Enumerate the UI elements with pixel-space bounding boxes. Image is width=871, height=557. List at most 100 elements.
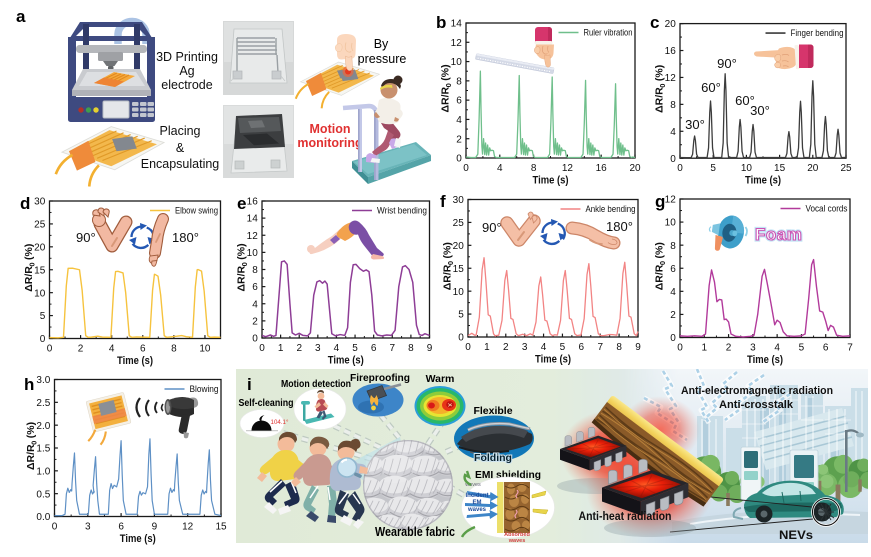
svg-text:ΔR/R: ΔR/R	[654, 264, 666, 290]
svg-text:2.0: 2.0	[36, 421, 50, 432]
svg-text:0: 0	[465, 342, 471, 353]
svg-text:2: 2	[456, 134, 462, 145]
svg-text:1: 1	[702, 342, 708, 353]
svg-text:Fireproofing: Fireproofing	[350, 372, 410, 384]
svg-text:ΔR/R: ΔR/R	[654, 87, 666, 113]
svg-text:8: 8	[252, 265, 258, 276]
svg-text:9: 9	[635, 342, 641, 353]
svg-text:Warm: Warm	[426, 373, 455, 385]
svg-text:3: 3	[315, 343, 321, 354]
svg-text:7: 7	[597, 342, 603, 353]
svg-text:EM: EM	[473, 500, 482, 506]
svg-text:10: 10	[741, 163, 753, 174]
svg-text:15: 15	[453, 264, 465, 275]
svg-text:5: 5	[352, 343, 358, 354]
svg-text:180°: 180°	[172, 230, 199, 245]
svg-text:4: 4	[670, 287, 676, 298]
svg-text:0: 0	[30, 441, 39, 445]
svg-text:Time (s): Time (s)	[747, 354, 783, 366]
svg-text:(%): (%)	[654, 242, 666, 258]
svg-text:4: 4	[252, 299, 258, 310]
svg-text:Time (s): Time (s)	[533, 175, 569, 187]
svg-text:8: 8	[670, 241, 676, 252]
svg-text:0: 0	[658, 261, 667, 265]
svg-text:Blowing: Blowing	[190, 384, 219, 394]
svg-text:ΔR/R: ΔR/R	[25, 444, 37, 470]
svg-text:Motion detection: Motion detection	[281, 378, 351, 390]
svg-text:8: 8	[531, 163, 537, 174]
svg-text:Ag: Ag	[179, 64, 194, 78]
svg-text:Foam: Foam	[755, 225, 802, 244]
svg-text:f: f	[440, 192, 446, 211]
svg-text:4: 4	[541, 342, 547, 353]
svg-text:h: h	[24, 375, 34, 394]
svg-text:Anti-electromagnetic radiation: Anti-electromagnetic radiation	[681, 385, 833, 397]
svg-text:Anti-crosstalk: Anti-crosstalk	[719, 399, 794, 411]
svg-text:3D Printing: 3D Printing	[156, 50, 218, 64]
svg-text:1.5: 1.5	[36, 444, 50, 455]
svg-text:60°: 60°	[735, 93, 755, 108]
svg-text:2: 2	[78, 343, 84, 354]
svg-text:12: 12	[665, 195, 677, 206]
svg-text:waves: waves	[464, 482, 481, 488]
svg-text:a: a	[16, 7, 26, 26]
svg-text:(%): (%)	[25, 422, 37, 438]
svg-text:By: By	[374, 37, 389, 51]
svg-text:3: 3	[750, 342, 756, 353]
svg-text:ΔR/R: ΔR/R	[442, 264, 454, 290]
svg-text:20: 20	[629, 163, 641, 174]
svg-text:0: 0	[444, 83, 453, 87]
svg-text:20: 20	[807, 163, 819, 174]
svg-text:0.5: 0.5	[36, 489, 50, 500]
svg-text:20: 20	[34, 242, 46, 253]
svg-text:b: b	[436, 13, 446, 32]
svg-text:12: 12	[182, 521, 194, 532]
svg-text:7: 7	[847, 342, 853, 353]
svg-text:4: 4	[670, 127, 676, 138]
svg-text:20: 20	[453, 241, 465, 252]
svg-text:4: 4	[497, 163, 503, 174]
svg-text:30°: 30°	[750, 103, 770, 118]
svg-text:10: 10	[451, 57, 463, 68]
svg-text:90°: 90°	[717, 56, 737, 71]
svg-text:d: d	[20, 194, 30, 213]
svg-text:0.0: 0.0	[36, 512, 50, 523]
svg-text:5: 5	[458, 310, 464, 321]
svg-text:6: 6	[118, 521, 124, 532]
svg-text:12: 12	[562, 163, 574, 174]
svg-text:Wearable fabric: Wearable fabric	[375, 524, 455, 539]
svg-text:0: 0	[52, 521, 58, 532]
svg-text:16: 16	[596, 163, 608, 174]
svg-text:25: 25	[453, 218, 465, 229]
svg-text:180°: 180°	[606, 219, 633, 234]
svg-text:0: 0	[28, 262, 37, 266]
svg-text:Wrist bending: Wrist bending	[377, 206, 427, 216]
svg-text:0: 0	[259, 343, 265, 354]
svg-text:0: 0	[458, 333, 464, 344]
svg-text:25: 25	[34, 220, 46, 231]
svg-text:electrode: electrode	[161, 78, 212, 92]
svg-text:Ruler vibration: Ruler vibration	[584, 28, 633, 38]
svg-text:6: 6	[670, 264, 676, 275]
svg-text:2: 2	[670, 310, 676, 321]
svg-text:2: 2	[252, 316, 258, 327]
svg-text:(%): (%)	[654, 65, 666, 81]
svg-text:Finger bending: Finger bending	[791, 28, 844, 38]
svg-text:Vocal cords: Vocal cords	[806, 204, 848, 214]
svg-text:waves: waves	[508, 538, 526, 544]
svg-text:(%): (%)	[442, 242, 454, 258]
svg-text:ΔR/R: ΔR/R	[23, 266, 35, 292]
svg-text:2: 2	[726, 342, 732, 353]
svg-text:2: 2	[503, 342, 509, 353]
svg-text:0: 0	[446, 261, 455, 265]
svg-text:8: 8	[456, 76, 462, 87]
svg-text:0: 0	[240, 262, 249, 266]
svg-text:1.0: 1.0	[36, 466, 50, 477]
svg-text:c: c	[650, 13, 659, 32]
svg-text:Folding: Folding	[474, 452, 512, 464]
svg-text:0: 0	[252, 334, 258, 345]
svg-text:Time (s): Time (s)	[328, 355, 364, 367]
svg-text:10: 10	[34, 288, 46, 299]
svg-text:15: 15	[774, 163, 786, 174]
svg-text:6: 6	[371, 343, 377, 354]
